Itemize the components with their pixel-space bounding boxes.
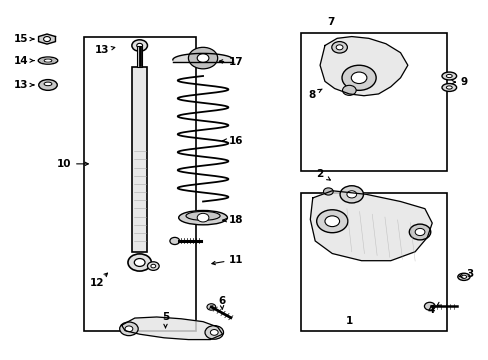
Text: 13: 13 xyxy=(14,80,28,90)
Circle shape xyxy=(137,43,142,48)
FancyBboxPatch shape xyxy=(137,45,142,67)
Text: 1: 1 xyxy=(345,316,352,325)
Circle shape xyxy=(197,54,208,62)
Ellipse shape xyxy=(38,57,58,64)
Ellipse shape xyxy=(178,211,227,225)
Circle shape xyxy=(408,224,430,240)
Ellipse shape xyxy=(44,82,52,86)
Circle shape xyxy=(204,325,223,339)
Circle shape xyxy=(188,47,217,69)
Circle shape xyxy=(151,264,156,268)
Text: 14: 14 xyxy=(14,55,28,66)
Circle shape xyxy=(128,254,151,271)
Circle shape xyxy=(120,322,138,336)
Polygon shape xyxy=(310,191,431,261)
Text: 2: 2 xyxy=(316,168,323,179)
Text: 6: 6 xyxy=(218,296,225,306)
Circle shape xyxy=(323,188,332,195)
Circle shape xyxy=(341,65,375,90)
FancyBboxPatch shape xyxy=(132,67,147,252)
Text: 4: 4 xyxy=(426,305,433,315)
Ellipse shape xyxy=(441,72,456,80)
Circle shape xyxy=(424,302,434,310)
Text: 15: 15 xyxy=(14,34,28,44)
Polygon shape xyxy=(39,34,55,44)
Circle shape xyxy=(169,237,179,244)
Polygon shape xyxy=(122,317,222,339)
Text: 8: 8 xyxy=(307,90,315,100)
Text: 18: 18 xyxy=(228,215,243,225)
Circle shape xyxy=(414,228,424,235)
Circle shape xyxy=(134,258,145,266)
Text: 11: 11 xyxy=(228,255,243,265)
Circle shape xyxy=(346,191,356,198)
Ellipse shape xyxy=(460,275,466,278)
Circle shape xyxy=(342,85,355,95)
Text: 3: 3 xyxy=(465,269,472,279)
Text: 10: 10 xyxy=(57,159,71,169)
Circle shape xyxy=(43,37,50,41)
Text: 12: 12 xyxy=(90,278,104,288)
Circle shape xyxy=(339,186,363,203)
Ellipse shape xyxy=(446,86,451,89)
Text: 16: 16 xyxy=(228,136,243,145)
Circle shape xyxy=(325,216,339,226)
Circle shape xyxy=(316,210,347,233)
Text: 5: 5 xyxy=(162,312,169,322)
Text: 17: 17 xyxy=(228,57,243,67)
Circle shape xyxy=(125,326,133,332)
Circle shape xyxy=(350,72,366,84)
Text: 7: 7 xyxy=(327,17,334,27)
Ellipse shape xyxy=(441,84,456,91)
Circle shape xyxy=(331,41,346,53)
Ellipse shape xyxy=(185,211,220,220)
Text: 13: 13 xyxy=(95,45,109,55)
Circle shape xyxy=(335,45,342,50)
Circle shape xyxy=(197,213,208,222)
Polygon shape xyxy=(320,37,407,96)
Ellipse shape xyxy=(446,75,451,78)
Ellipse shape xyxy=(457,273,469,280)
Circle shape xyxy=(132,40,147,51)
Circle shape xyxy=(147,262,159,270)
Circle shape xyxy=(210,329,218,335)
Circle shape xyxy=(206,304,215,310)
Ellipse shape xyxy=(44,59,52,62)
Ellipse shape xyxy=(39,80,57,90)
Text: 9: 9 xyxy=(459,77,467,87)
